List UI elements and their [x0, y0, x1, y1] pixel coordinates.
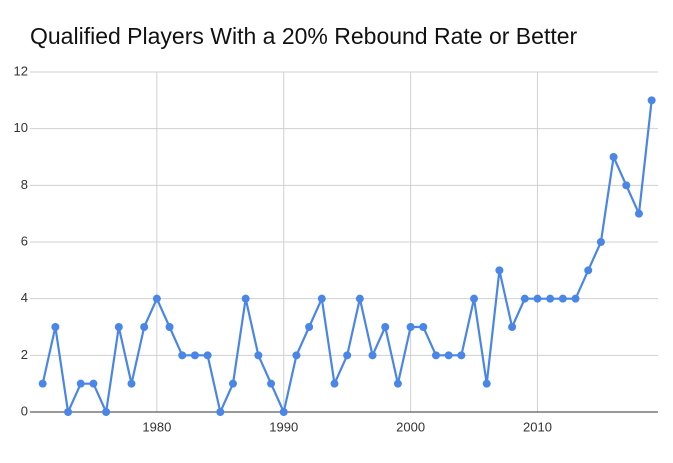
x-tick-label: 2000 [396, 419, 425, 434]
data-point [622, 181, 631, 190]
data-point [165, 323, 174, 331]
data-point [190, 351, 199, 360]
data-point [76, 379, 85, 388]
data-point [520, 294, 529, 303]
data-point [292, 351, 301, 360]
data-point [241, 294, 250, 303]
data-point [355, 294, 364, 303]
y-tick-label: 2 [21, 347, 28, 362]
y-tick-label: 12 [14, 63, 28, 78]
data-point [203, 351, 212, 360]
data-point [305, 323, 314, 331]
data-point [609, 153, 618, 161]
data-point [419, 323, 428, 331]
data-point [368, 351, 377, 360]
data-point [127, 379, 136, 388]
y-tick-label: 6 [21, 233, 28, 248]
chart-title: Qualified Players With a 20% Rebound Rat… [30, 23, 578, 49]
data-point [431, 351, 440, 360]
data-point [508, 323, 517, 331]
data-point [228, 379, 237, 388]
data-point [51, 323, 60, 331]
data-line [41, 100, 653, 414]
data-point [495, 266, 504, 275]
data-point [317, 294, 326, 303]
y-tick-label: 10 [14, 120, 28, 135]
data-point [482, 379, 491, 388]
data-point [406, 323, 415, 331]
data-point [596, 238, 605, 246]
y-tick-label: 0 [21, 403, 28, 418]
data-point [89, 379, 98, 388]
data-point [571, 294, 580, 303]
data-point [178, 351, 187, 360]
data-point [343, 351, 352, 360]
y-tick-label: 8 [21, 177, 28, 192]
data-point [533, 294, 542, 303]
data-point [634, 209, 643, 218]
data-point [457, 351, 466, 360]
data-point [381, 323, 390, 331]
data-point [254, 351, 263, 360]
data-point [38, 379, 47, 388]
data-point [470, 294, 479, 303]
data-point [647, 96, 656, 105]
x-tick-label: 1990 [269, 419, 298, 434]
data-point [216, 408, 225, 416]
data-point [584, 266, 593, 275]
data-point [558, 294, 567, 303]
x-tick-label: 2010 [523, 419, 552, 434]
x-tick-label: 1980 [142, 419, 171, 434]
data-point [152, 294, 161, 303]
data-point [393, 379, 402, 388]
data-point [330, 379, 339, 388]
data-point [267, 379, 276, 388]
data-point [140, 323, 149, 331]
data-point [102, 408, 111, 416]
data-point [546, 294, 555, 303]
data-point [279, 408, 288, 416]
data-point [444, 351, 453, 360]
data-point [114, 323, 123, 331]
y-tick-label: 4 [21, 290, 28, 305]
data-point [64, 408, 73, 416]
